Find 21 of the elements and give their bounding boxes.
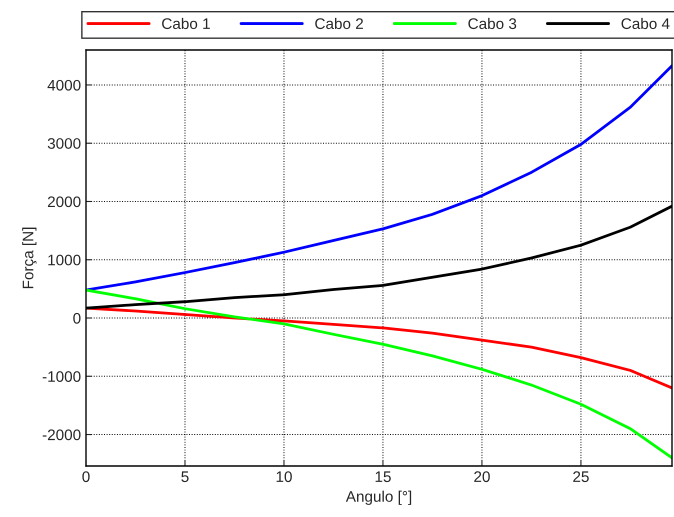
x-tick-label: 5	[181, 471, 189, 482]
x-tick-label: 0	[82, 471, 90, 482]
y-tick-label: 1000	[48, 254, 81, 266]
y-tick-label: -1000	[42, 371, 81, 382]
y-tick-label: 2000	[48, 196, 81, 208]
legend-label: Cabo 3	[468, 18, 516, 30]
x-tick-label: 25	[573, 471, 589, 482]
y-tick-label: 4000	[48, 80, 81, 91]
x-tick-label: 10	[276, 471, 292, 482]
legend-label: Cabo 1	[162, 18, 210, 30]
x-tick-label: 20	[474, 471, 490, 482]
x-axis-title: Angulo [°]	[346, 490, 412, 505]
y-tick-label: -2000	[42, 429, 81, 440]
legend-label: Cabo 4	[622, 18, 670, 30]
y-axis-title: Força [N]	[22, 228, 37, 288]
line-series	[86, 64, 672, 292]
x-tick-label: 15	[376, 471, 391, 482]
legend-label: Cabo 2	[315, 18, 363, 30]
line-series	[86, 288, 672, 460]
y-tick-label: 0	[73, 312, 81, 324]
y-tick-label: 3000	[48, 138, 81, 149]
